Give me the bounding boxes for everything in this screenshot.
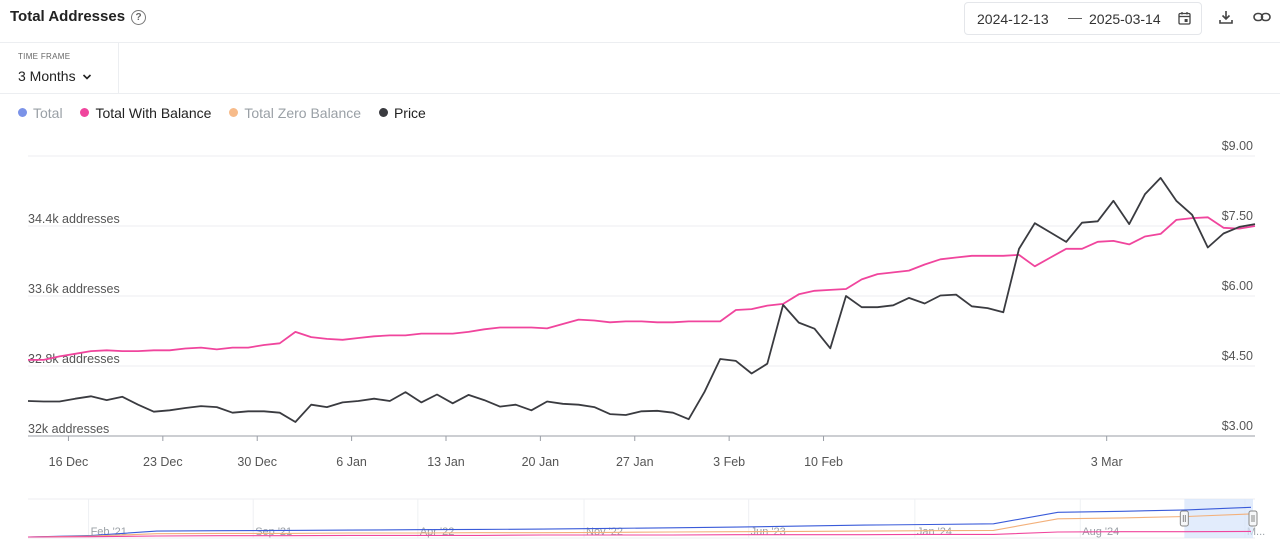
date-to[interactable]: 2025-03-14 [1089,11,1161,27]
x-tick-label: 6 Jan [336,455,367,469]
legend-dot [18,108,27,117]
download-icon[interactable] [1218,9,1234,30]
y-right-tick-label: $3.00 [1222,419,1253,433]
date-separator: — [1068,9,1082,25]
time-frame-divider [118,43,119,93]
y-left-tick-label: 32k addresses [28,422,109,436]
navigator-series-total-with-balance [27,530,1252,538]
series-line-price[interactable] [27,177,1256,423]
legend-label: Total Zero Balance [244,104,362,121]
x-tick-label: 20 Jan [522,455,560,469]
legend-item-price[interactable]: Price [378,104,426,121]
x-tick-label: 30 Dec [237,455,277,469]
legend-item-total-zero-balance[interactable]: Total Zero Balance [229,105,361,121]
calendar-icon[interactable] [1178,11,1191,30]
legend-label: Price [393,104,426,121]
y-left-tick-label: 34.4k addresses [28,212,120,226]
navigator-handle-left[interactable] [1179,510,1189,527]
y-right-tick-label: $7.50 [1222,209,1253,223]
navigator-tick-label: Sep '21 [255,526,292,538]
navigator-series-total-zero-balance [27,513,1252,538]
series-line-total-with-balance[interactable] [28,216,1256,361]
link-icon[interactable] [1253,9,1271,30]
x-tick-label: 3 Mar [1091,455,1123,469]
time-frame-value: 3 Months [18,68,76,84]
x-tick-label: 10 Feb [804,455,843,469]
x-tick-label: 13 Jan [427,455,465,469]
navigator-tick-label: Apr '22 [420,526,455,538]
legend-item-total[interactable]: Total [18,105,63,121]
x-tick-label: 27 Jan [616,455,654,469]
toolbar-divider [0,93,1280,94]
legend-label: Total With Balance [95,104,212,121]
time-frame-label: TIME FRAME [18,52,71,61]
help-icon[interactable]: ? [131,10,146,25]
chart-title: Total Addresses [10,8,126,25]
y-right-tick-label: $4.50 [1222,349,1253,363]
date-from[interactable]: 2024-12-13 [977,11,1049,27]
navigator-tick-label: Jan '24 [917,526,952,538]
y-right-tick-label: $6.00 [1222,279,1253,293]
legend-dot [80,108,90,117]
legend-item-total-with-balance[interactable]: Total With Balance [80,105,211,121]
line-chart[interactable]: $3.00 $4.50 $6.00 $7.50 $9.00 32k addresses 32… [0,130,1280,480]
y-left-tick-label: 32.8k addresses [28,352,120,366]
y-left-tick-label: 33.6k addresses [28,282,120,296]
legend-label: Total [33,104,63,121]
legend-dot [378,108,388,117]
legend-dot [229,108,239,117]
x-tick-label: 23 Dec [143,455,183,469]
x-tick-label: 16 Dec [49,455,89,469]
time-frame-select[interactable]: 3 Months [18,68,92,84]
date-range-picker[interactable]: 2024-12-13 — 2025-03-14 [964,2,1202,35]
range-navigator[interactable]: Feb '21 Sep '21 Apr '22 Nov '22 Jun '23 Jan '… [0,496,1280,551]
x-tick-label: 3 Feb [713,455,745,469]
chevron-down-icon [83,74,92,80]
navigator-handle-right[interactable] [1248,510,1258,527]
y-right-tick-label: $9.00 [1222,139,1253,153]
navigator-series-total [27,506,1252,538]
header-divider [0,42,1280,43]
legend: Total Total With Balance Total Zero Bala… [18,104,440,121]
